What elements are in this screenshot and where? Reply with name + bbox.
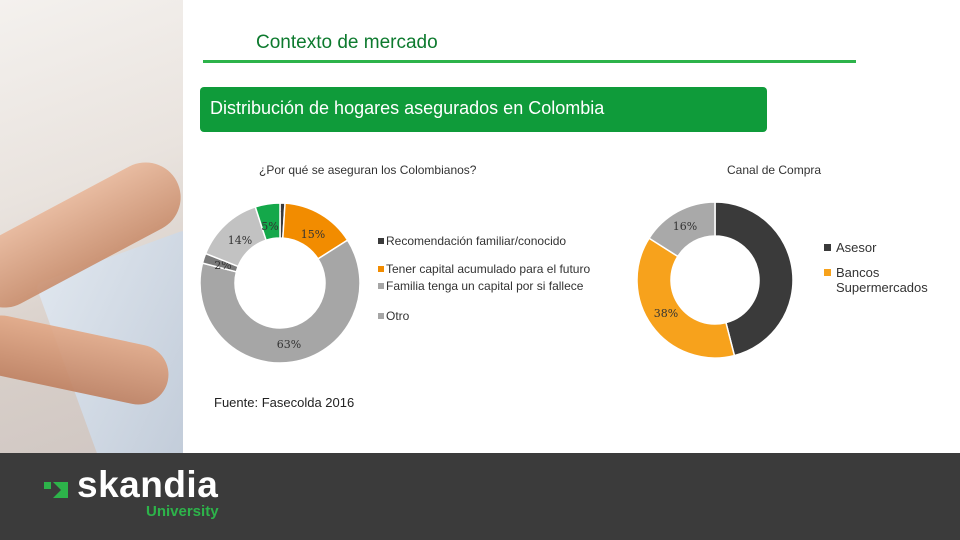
chart2-data-label-2: 16% (673, 220, 697, 233)
chart2-legend-item: Bancos Supermercados (824, 265, 944, 295)
title-divider (203, 60, 856, 63)
chart1-data-label-4: 14% (228, 234, 252, 247)
chart2-slice-1 (636, 237, 736, 359)
brand-subtitle: University (146, 503, 219, 520)
page-title: Contexto de mercado (256, 32, 438, 53)
background-photo (0, 0, 183, 453)
chart2-data-label-1: 38% (654, 307, 678, 320)
chart1-data-label-1: 15% (301, 228, 325, 241)
chart1-legend-item: Otro (378, 309, 593, 323)
chart2-title: Canal de Compra (727, 163, 822, 177)
banner-title: Distribución de hogares asegurados en Co… (210, 98, 605, 118)
chart1-data-label-2: 63% (277, 338, 301, 351)
chart1-legend-swatch (378, 313, 384, 319)
chart1-title: ¿Por qué se aseguran los Colombianos? (259, 163, 477, 177)
chart1-legend-label: Recomendación familiar/conocido (386, 234, 567, 248)
chart2-legend-swatch (824, 269, 831, 276)
chart1-slice-2 (199, 239, 361, 364)
chart2-legend-label: Asesor (836, 240, 877, 255)
brand-name: skandia (77, 464, 219, 505)
chart1-legend-label: Otro (386, 309, 410, 323)
chart1-legend-item: Tener capital acumulado para el futuro (378, 262, 593, 276)
footer-bar (0, 453, 960, 540)
chart1-legend-swatch (378, 283, 384, 289)
chart1-legend-label: Tener capital acumulado para el futuro (386, 262, 591, 276)
chart2-legend-label: Bancos Supermercados (836, 265, 928, 295)
chart1-data-label-5: 5% (261, 220, 278, 233)
source-note: Fuente: Fasecolda 2016 (214, 395, 355, 410)
chart2-legend-swatch (824, 244, 831, 251)
chart1-legend-label: Familia tenga un capital por si fallece (386, 279, 584, 293)
chart1-legend-item: Familia tenga un capital por si fallece (378, 279, 593, 293)
chart1-legend-item: Recomendación familiar/conocido (378, 234, 593, 248)
chart2-legend-item: Asesor (824, 240, 944, 255)
chart1-legend: Recomendación familiar/conocido Tener cap… (378, 234, 593, 326)
chart1-legend-swatch (378, 238, 384, 244)
chart2-slice-2 (648, 201, 716, 258)
chart1-slice-5 (254, 202, 281, 242)
chart2-slice-0 (714, 201, 794, 357)
skandia-logo-icon (44, 482, 68, 498)
chart1-legend-swatch (378, 266, 384, 272)
title-banner: Distribución de hogares asegurados en Co… (200, 87, 767, 132)
chart2-legend: Asesor Bancos Supermercados (824, 240, 944, 305)
